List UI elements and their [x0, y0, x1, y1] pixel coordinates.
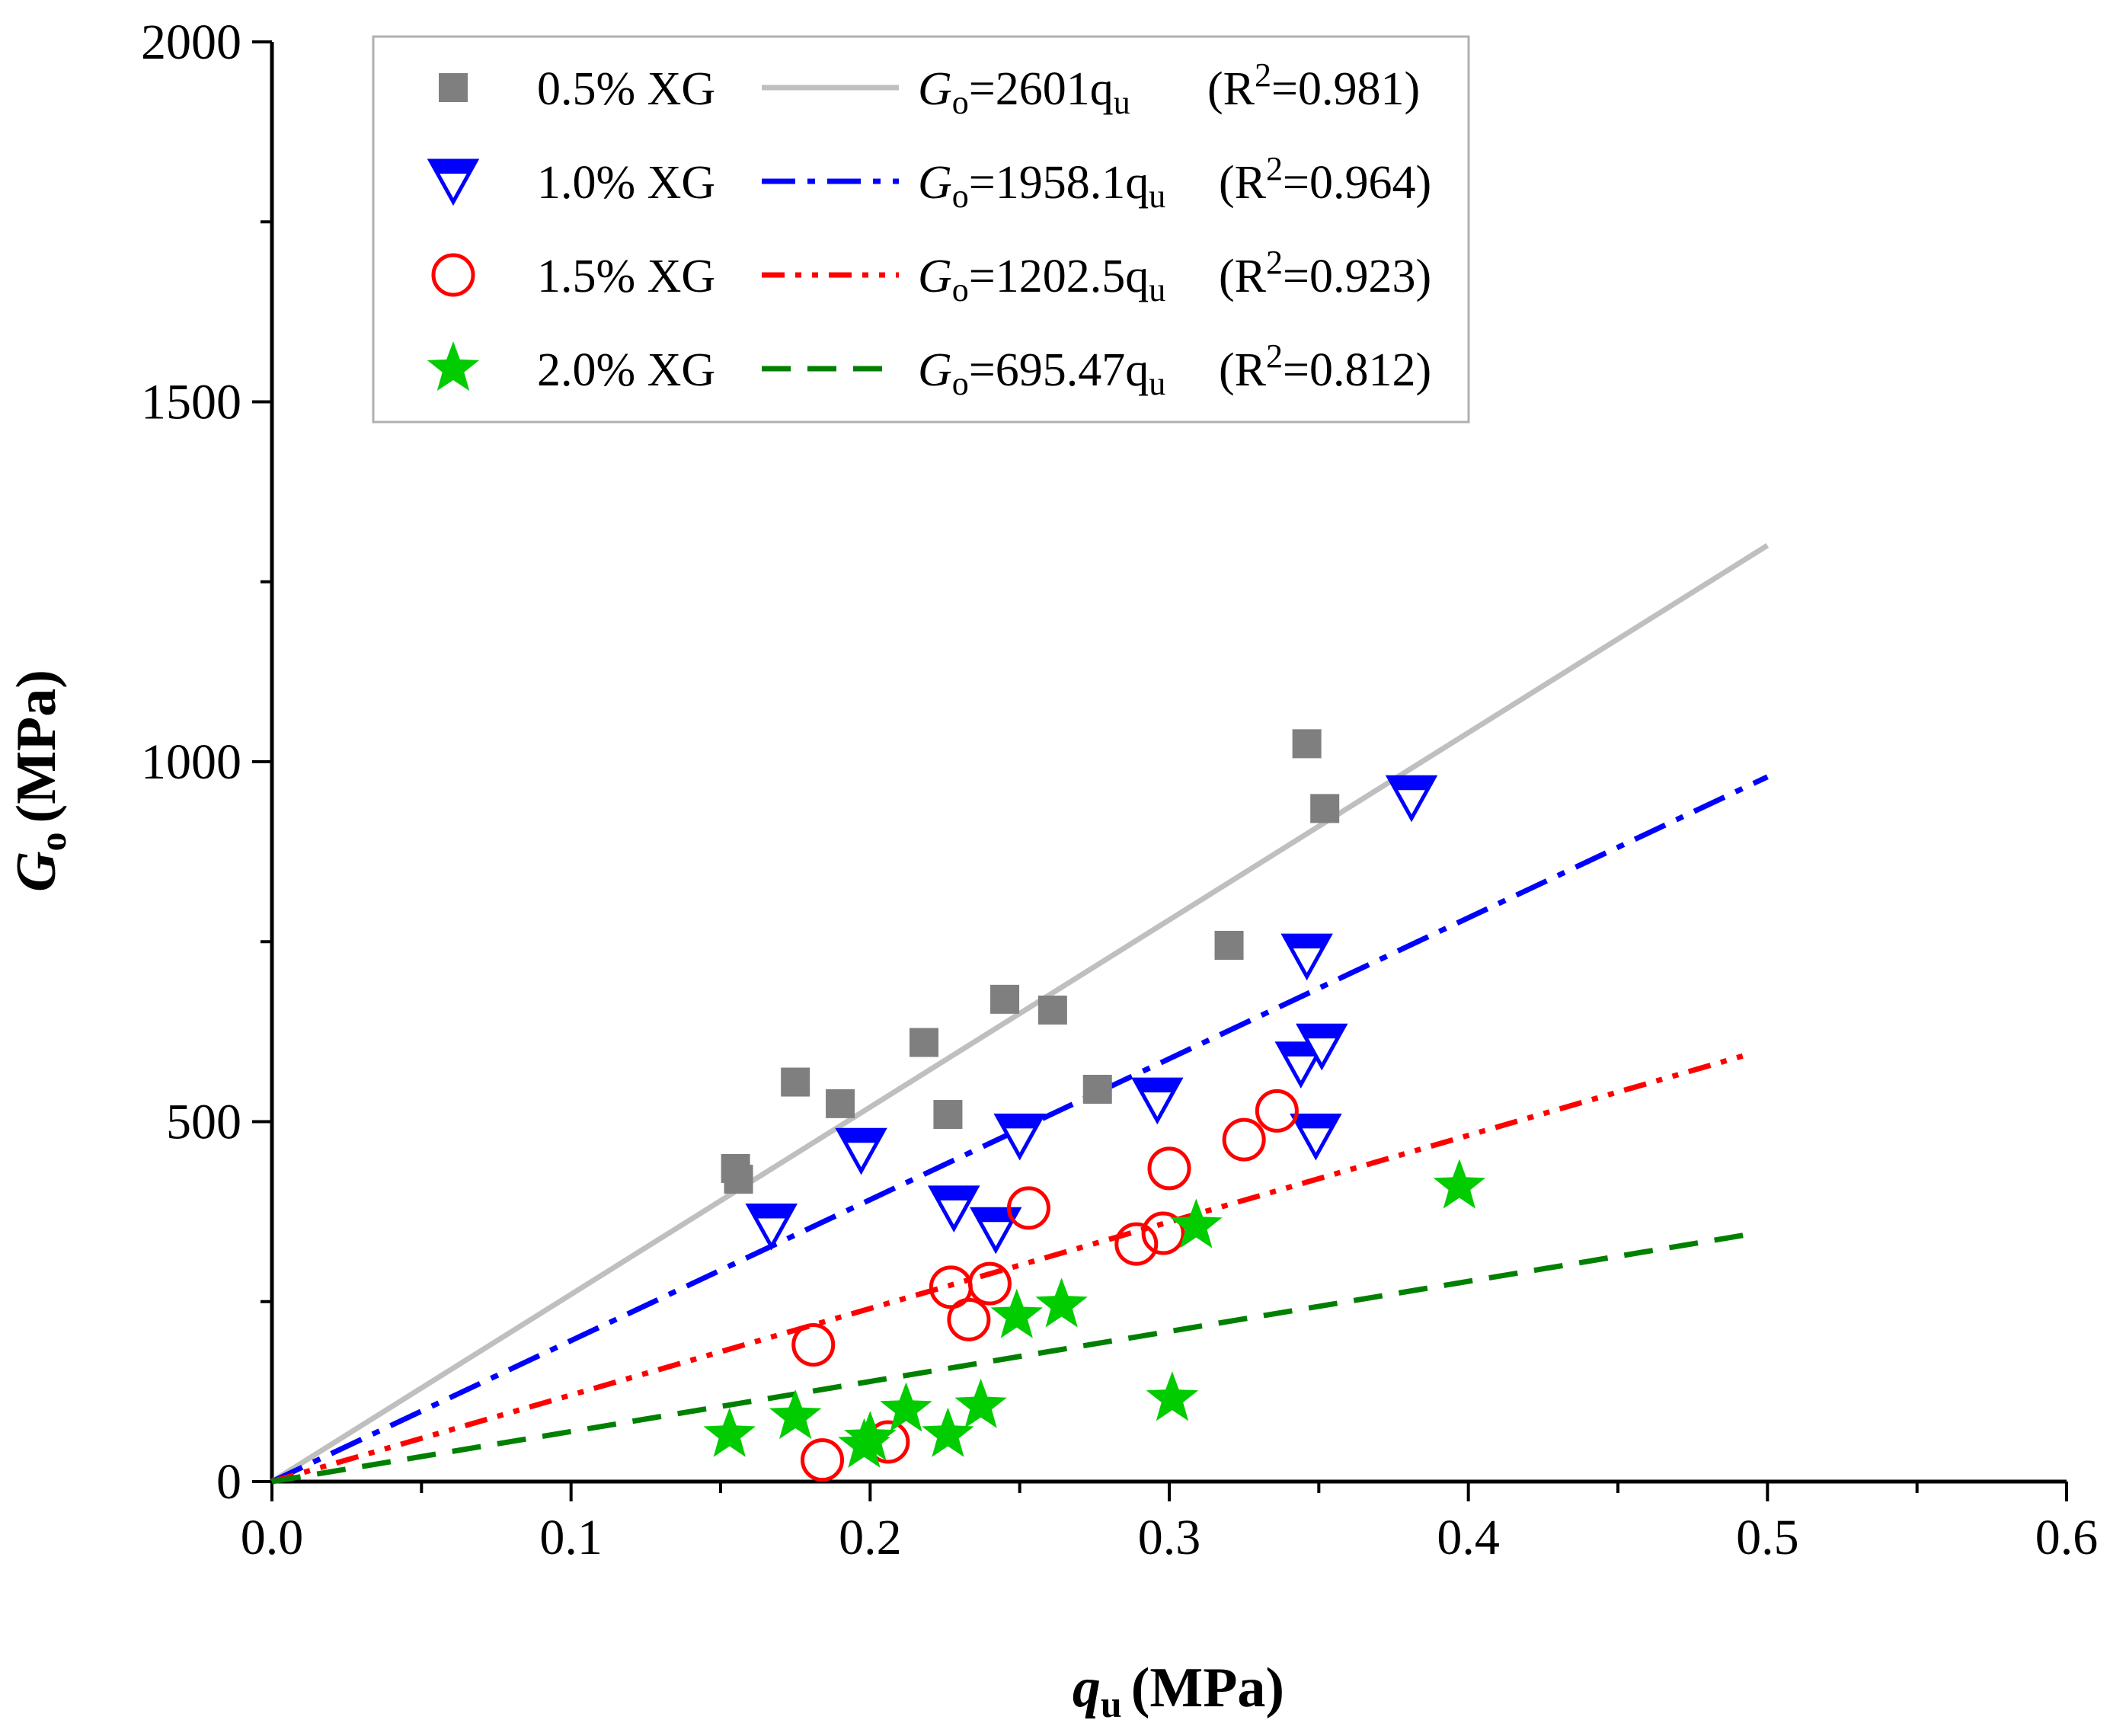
data-point-series-2-fill [973, 1209, 1019, 1223]
data-point-series-2-fill [1284, 935, 1330, 949]
data-point-series-2-fill [1389, 777, 1435, 791]
legend-marker [431, 253, 475, 297]
data-point-series-1 [933, 1100, 963, 1130]
data-point-series-2-fill [931, 1187, 977, 1200]
data-point-series-4 [990, 1288, 1043, 1338]
x-tick-label: 0.3 [1138, 1510, 1201, 1565]
data-point-series-2-fill [1293, 1115, 1339, 1129]
legend-series-name: 1.0% XG [537, 157, 715, 209]
legend-series-name: 1.5% XG [537, 251, 715, 302]
data-point-series-1 [1310, 794, 1340, 823]
data-point-series-3 [947, 1297, 991, 1341]
data-point-series-4 [922, 1407, 974, 1457]
x-tick-label: 0.4 [1437, 1510, 1500, 1565]
data-point-series-2-fill [748, 1205, 794, 1219]
legend-entry-1: 0.5% XG Go=2601qu (R2=0.981) [439, 56, 1420, 121]
data-point-series-1 [724, 1165, 753, 1194]
legend: 0.5% XG Go=2601qu (R2=0.981) 1.0% XG Go=1958… [372, 35, 1470, 424]
legend-series-name: 2.0% XG [537, 344, 715, 396]
fit-line-series-1 [270, 543, 1770, 1484]
data-point-series-3 [1006, 1186, 1050, 1230]
data-point-series-2 [970, 1207, 1022, 1255]
y-tick-label: 500 [166, 1095, 241, 1150]
data-point-series-2-fill [996, 1115, 1043, 1129]
axes [252, 40, 2068, 1501]
x-tick-label: 0.2 [839, 1510, 902, 1565]
data-point-series-2 [1296, 1023, 1348, 1071]
legend-entry-2: 1.0% XG Go=1958.1qu (R2=0.964) [427, 150, 1431, 215]
data-point-series-2 [993, 1113, 1046, 1161]
data-point-series-3 [1222, 1117, 1266, 1162]
data-point-series-3 [1114, 1222, 1159, 1266]
data-point-series-3 [967, 1261, 1012, 1306]
data-point-series-2-fill [1134, 1079, 1181, 1093]
data-point-series-2 [1280, 933, 1333, 981]
data-point-series-2 [1131, 1077, 1184, 1125]
x-axis-title: qu (MPa) [1073, 1657, 1284, 1725]
legend-series-name: 0.5% XG [537, 63, 715, 115]
data-point-series-1 [1037, 996, 1067, 1025]
legend-marker [427, 341, 480, 392]
data-point-series-3 [791, 1322, 836, 1367]
data-point-series-3 [1147, 1146, 1191, 1191]
data-point-series-2 [1385, 775, 1438, 823]
data-point-series-2 [1290, 1113, 1342, 1161]
data-point-series-4 [769, 1389, 822, 1440]
x-tick-label: 0.1 [539, 1510, 603, 1565]
data-point-series-4 [1170, 1198, 1223, 1248]
data-point-series-2 [745, 1204, 798, 1251]
fit-line-series-2 [270, 774, 1769, 1485]
data-point-series-4 [844, 1411, 897, 1461]
data-point-series-4 [880, 1382, 932, 1432]
legend-marker-fill [430, 161, 476, 174]
x-tick-label: 0.6 [2035, 1510, 2099, 1565]
fit-lines [270, 543, 1770, 1485]
data-point-series-3 [1255, 1089, 1299, 1133]
data-point-series-4 [954, 1378, 1007, 1428]
data-point-series-2 [928, 1185, 980, 1233]
fit-line-series-3 [271, 1050, 1754, 1485]
y-axis-title: Go(MPa) [5, 670, 74, 892]
legend-marker [427, 158, 480, 206]
data-point-series-2 [835, 1127, 887, 1175]
data-point-series-4 [1035, 1277, 1088, 1328]
data-point-series-1 [826, 1089, 855, 1118]
data-point-series-1 [781, 1067, 810, 1097]
legend-marker [439, 73, 468, 102]
data-point-series-2-fill [1299, 1025, 1345, 1039]
legend-fit-equation: Go=2601qu (R2=0.981) [918, 56, 1420, 121]
y-tick-label: 2000 [141, 14, 241, 70]
legend-box [372, 35, 1470, 424]
data-point-series-1 [1214, 930, 1244, 960]
tick-labels: 0.0 0.1 0.2 0.3 0.4 0.5 0.6 0 500 1000 1500 2000 [141, 14, 2098, 1565]
y-tick-label: 1000 [141, 734, 241, 790]
x-tick-label: 0.0 [241, 1510, 304, 1565]
legend-entry-3: 1.5% XG Go=1202.5qu (R2=0.923) [431, 244, 1431, 309]
fit-line-series-4 [271, 1231, 1754, 1485]
y-tick-label: 1500 [141, 375, 241, 430]
data-point-series-1 [910, 1028, 939, 1057]
data-points [703, 729, 1486, 1482]
data-point-series-4 [1146, 1371, 1199, 1421]
data-point-series-4 [703, 1407, 756, 1457]
data-point-series-3 [1141, 1211, 1185, 1255]
data-point-series-4 [1433, 1159, 1486, 1209]
y-tick-label: 0 [216, 1454, 241, 1510]
legend-fit-equation: Go=1958.1qu (R2=0.964) [918, 150, 1431, 215]
data-point-series-1 [1292, 729, 1322, 759]
legend-entry-4: 2.0% XG Go=695.47qu (R2=0.812) [427, 337, 1431, 402]
data-point-series-1 [1082, 1074, 1112, 1104]
legend-fit-equation: Go=1202.5qu (R2=0.923) [918, 244, 1431, 309]
x-tick-label: 0.5 [1736, 1510, 1799, 1565]
data-point-series-1 [990, 984, 1020, 1014]
data-point-series-3 [801, 1438, 845, 1482]
legend-fit-equation: Go=695.47qu (R2=0.812) [918, 337, 1431, 402]
data-point-series-2-fill [838, 1130, 884, 1143]
